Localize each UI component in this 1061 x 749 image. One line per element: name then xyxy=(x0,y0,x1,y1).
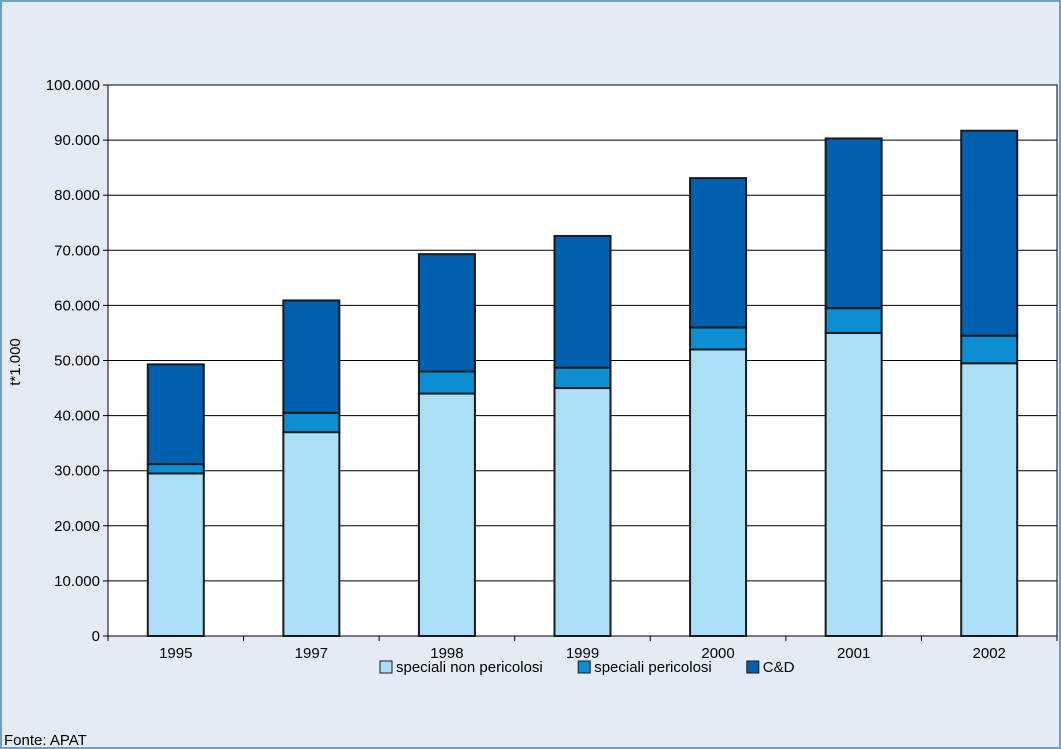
legend-swatch xyxy=(379,660,393,674)
bar-segment xyxy=(960,334,1019,365)
legend-swatch xyxy=(746,660,760,674)
bar-segment xyxy=(824,137,883,310)
x-tick-label: 1995 xyxy=(159,645,192,662)
x-tick-label: 2001 xyxy=(837,645,870,662)
legend-label: C&D xyxy=(763,659,795,676)
bar-segment xyxy=(689,326,748,351)
bar-segment xyxy=(689,177,748,329)
y-tick-label: 90.000 xyxy=(54,132,100,149)
legend: speciali non pericolosi speciali pericolo… xyxy=(379,659,795,676)
bar-segment xyxy=(146,363,205,466)
x-tick-label: 1998 xyxy=(430,645,463,662)
bar-segment xyxy=(146,463,205,475)
bar-segment xyxy=(417,370,476,395)
y-tick-label: 80.000 xyxy=(54,187,100,204)
bar-segment xyxy=(553,387,612,637)
bar-segment xyxy=(553,366,612,390)
y-tick-label: 30.000 xyxy=(54,463,100,480)
y-tick-label: 40.000 xyxy=(54,408,100,425)
bar-segment xyxy=(553,234,612,369)
y-tick-label: 50.000 xyxy=(54,353,100,370)
bar-segment xyxy=(689,348,748,637)
y-axis-label: t*1.000 xyxy=(7,338,24,386)
y-tick-label: 20.000 xyxy=(54,518,100,535)
y-tick-label: 10.000 xyxy=(54,573,100,590)
y-tick-label: 70.000 xyxy=(54,242,100,259)
bars xyxy=(146,129,1019,637)
x-tick-label: 2002 xyxy=(973,645,1006,662)
bar-segment xyxy=(282,411,341,434)
bar-segment xyxy=(417,253,476,373)
x-tick-label: 1999 xyxy=(566,645,599,662)
bar-segment xyxy=(282,299,341,414)
x-tick-label: 1997 xyxy=(295,645,328,662)
y-axis-ticks: 0 10.000 20.000 30.000 40.000 50.000 60.000 70.… xyxy=(46,77,108,645)
source-note: Fonte: APAT xyxy=(4,732,87,749)
legend-label: speciali pericolosi xyxy=(594,659,712,676)
legend-swatch xyxy=(577,660,591,674)
bar-segment xyxy=(824,331,883,637)
bar-segment xyxy=(146,472,205,637)
x-axis-ticks: 1995 1997 1998 1999 2000 2001 2002 xyxy=(107,636,1058,662)
bar-segment xyxy=(960,129,1019,337)
bar-segment xyxy=(824,307,883,334)
x-tick-label: 2000 xyxy=(701,645,734,662)
y-tick-label: 0 xyxy=(92,628,100,645)
bar-segment xyxy=(960,362,1019,637)
legend-label: speciali non pericolosi xyxy=(396,659,543,676)
y-tick-label: 60.000 xyxy=(54,297,100,314)
bar-segment xyxy=(282,431,341,637)
bar-segment xyxy=(417,392,476,637)
y-tick-label: 100.000 xyxy=(46,77,100,94)
